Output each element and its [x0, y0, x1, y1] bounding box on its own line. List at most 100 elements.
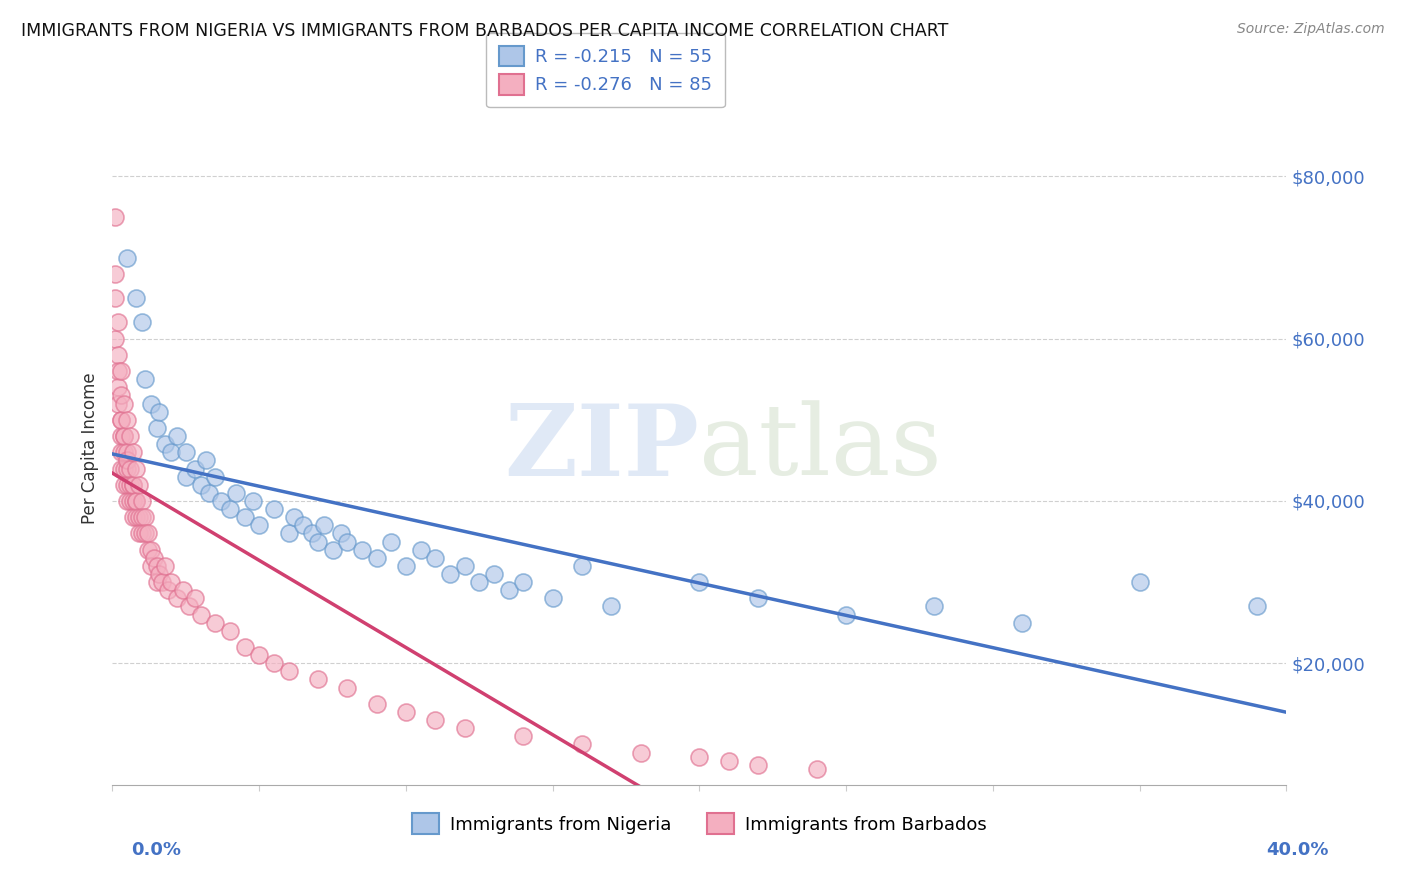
Point [924, 599, 946, 614]
Point [148, 405, 170, 419]
Point [120, 477, 142, 491]
Point [110, 445, 132, 459]
Point [395, 558, 418, 573]
Point [145, 421, 167, 435]
Point [112, 445, 135, 459]
Point [242, 494, 264, 508]
Point [104, 291, 127, 305]
Point [110, 413, 132, 427]
Point [439, 566, 461, 581]
Point [148, 566, 170, 581]
Point [689, 575, 711, 590]
Point [107, 316, 129, 330]
Point [409, 542, 432, 557]
Point [277, 665, 299, 679]
Point [120, 429, 142, 443]
Point [482, 566, 505, 581]
Point [380, 534, 402, 549]
Point [128, 526, 150, 541]
Point [336, 681, 359, 695]
Point [139, 558, 162, 573]
Point [225, 486, 247, 500]
Point [115, 453, 138, 467]
Point [139, 396, 162, 410]
Point [195, 453, 218, 467]
Legend: Immigrants from Nigeria, Immigrants from Barbados: Immigrants from Nigeria, Immigrants from… [404, 805, 995, 843]
Point [160, 445, 183, 459]
Point [107, 364, 129, 378]
Point [110, 364, 132, 378]
Point [301, 526, 323, 541]
Point [366, 697, 388, 711]
Point [145, 558, 167, 573]
Point [134, 510, 156, 524]
Point [142, 550, 165, 565]
Point [425, 713, 447, 727]
Point [1246, 599, 1268, 614]
Point [122, 477, 145, 491]
Point [512, 575, 534, 590]
Point [425, 550, 447, 565]
Point [112, 429, 135, 443]
Point [128, 477, 150, 491]
Point [717, 754, 740, 768]
Point [277, 526, 299, 541]
Point [110, 461, 132, 475]
Point [112, 429, 135, 443]
Point [150, 575, 173, 590]
Point [122, 510, 145, 524]
Point [219, 624, 242, 638]
Point [204, 469, 226, 483]
Point [172, 583, 194, 598]
Point [139, 542, 162, 557]
Point [571, 558, 593, 573]
Point [330, 526, 353, 541]
Point [183, 591, 205, 606]
Point [541, 591, 564, 606]
Point [219, 502, 242, 516]
Point [104, 267, 127, 281]
Point [350, 542, 373, 557]
Point [166, 591, 188, 606]
Point [131, 494, 153, 508]
Point [307, 673, 329, 687]
Point [512, 729, 534, 743]
Point [115, 477, 138, 491]
Point [107, 380, 129, 394]
Point [233, 510, 256, 524]
Point [120, 461, 142, 475]
Point [453, 721, 475, 735]
Point [134, 526, 156, 541]
Point [166, 429, 188, 443]
Point [747, 757, 769, 772]
Point [183, 461, 205, 475]
Point [125, 461, 148, 475]
Point [155, 437, 177, 451]
Point [336, 534, 359, 549]
Point [107, 348, 129, 362]
Point [125, 510, 148, 524]
Point [1011, 615, 1033, 630]
Point [468, 575, 491, 590]
Point [110, 413, 132, 427]
Point [112, 461, 135, 475]
Point [157, 583, 180, 598]
Text: IMMIGRANTS FROM NIGERIA VS IMMIGRANTS FROM BARBADOS PER CAPITA INCOME CORRELATIO: IMMIGRANTS FROM NIGERIA VS IMMIGRANTS FR… [21, 22, 949, 40]
Point [263, 657, 285, 671]
Point [160, 575, 183, 590]
Point [136, 526, 159, 541]
Point [247, 648, 270, 662]
Point [600, 599, 623, 614]
Point [233, 640, 256, 654]
Point [131, 510, 153, 524]
Point [747, 591, 769, 606]
Point [110, 429, 132, 443]
Point [283, 510, 305, 524]
Text: ZIP: ZIP [505, 400, 700, 497]
Text: atlas: atlas [700, 401, 942, 496]
Point [115, 413, 138, 427]
Point [110, 388, 132, 402]
Point [115, 445, 138, 459]
Point [107, 396, 129, 410]
Text: Source: ZipAtlas.com: Source: ZipAtlas.com [1237, 22, 1385, 37]
